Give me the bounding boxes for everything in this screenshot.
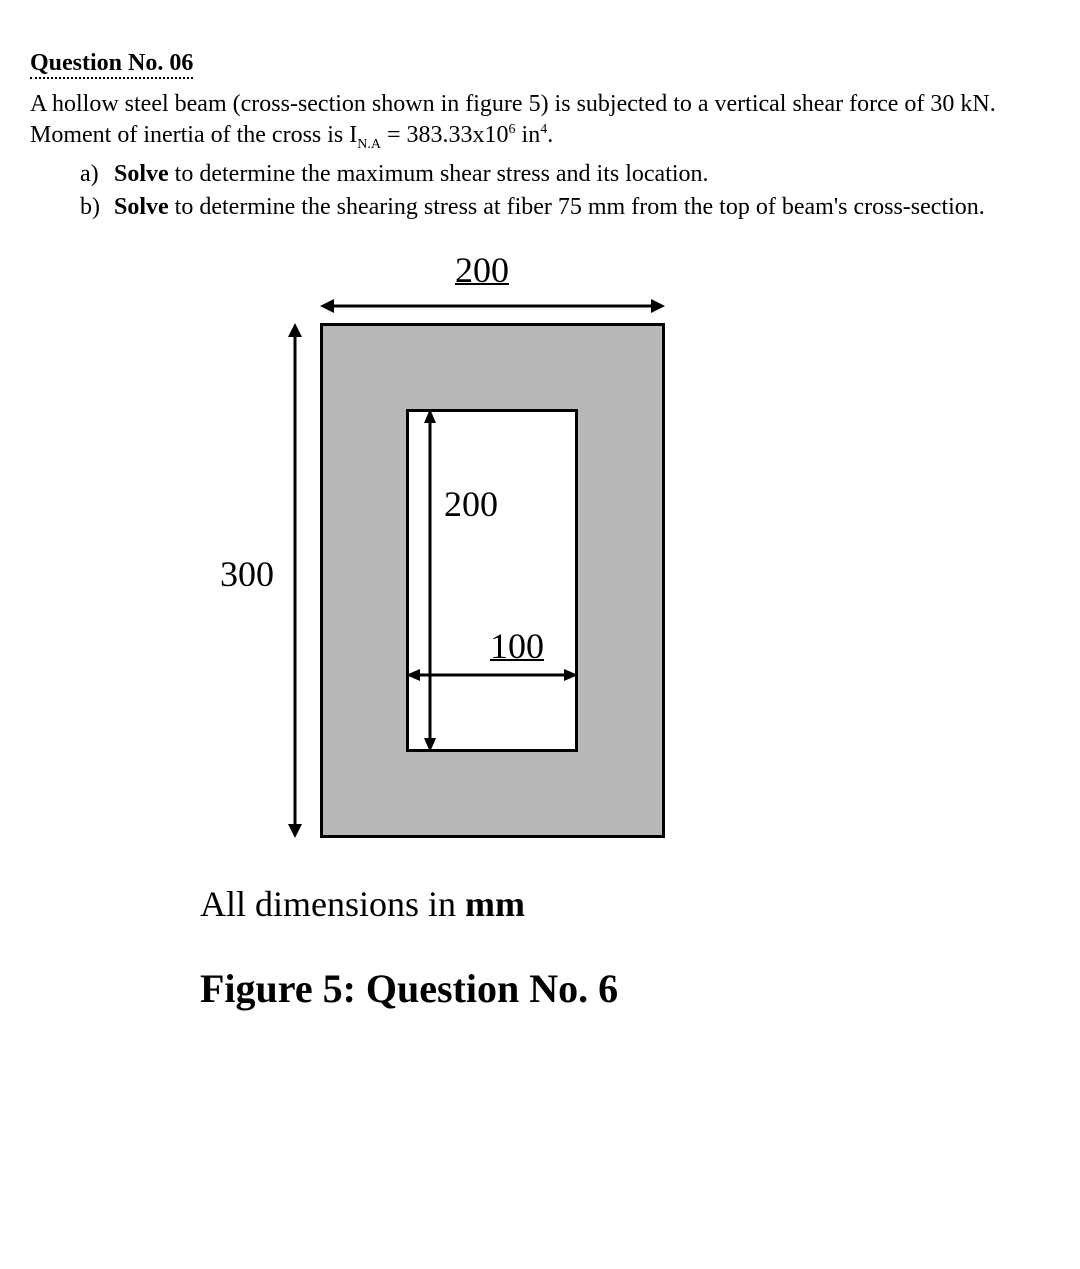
sub-questions: a) Solve to determine the maximum shear … xyxy=(80,158,1050,223)
problem-statement: A hollow steel beam (cross-section shown… xyxy=(30,89,1050,154)
inertia-subscript: N.A xyxy=(357,137,381,152)
item-b-bold: Solve xyxy=(114,194,169,220)
figure-5: 200 300 200 100 xyxy=(200,263,760,863)
exponent-6: 6 xyxy=(509,122,516,137)
caption1-a: All dimensions in xyxy=(200,884,465,924)
problem-text-3: in xyxy=(516,122,541,148)
item-a-marker: a) xyxy=(80,158,114,190)
dim-outer-height: 300 xyxy=(220,553,274,595)
dim-inner-height: 200 xyxy=(444,483,498,525)
item-b-text: Solve to determine the shearing stress a… xyxy=(114,191,985,223)
problem-period: . xyxy=(547,122,553,148)
item-a-text: Solve to determine the maximum shear str… xyxy=(114,158,709,190)
item-a-rest: to determine the maximum shear stress an… xyxy=(169,161,709,187)
item-a-bold: Solve xyxy=(114,161,169,187)
dimensions-caption: All dimensions in mm xyxy=(200,883,1050,925)
dim-outer-width: 200 xyxy=(455,249,509,291)
caption1-b: mm xyxy=(465,884,525,924)
question-heading: Question No. 06 xyxy=(30,50,193,79)
dim-arrow-left xyxy=(280,323,310,838)
item-b-marker: b) xyxy=(80,191,114,223)
item-b: b) Solve to determine the shearing stres… xyxy=(80,191,1050,223)
dim-arrow-inner-height xyxy=(418,409,442,752)
item-b-rest: to determine the shearing stress at fibe… xyxy=(169,194,985,220)
dim-inner-width: 100 xyxy=(490,625,544,667)
dim-arrow-top xyxy=(320,288,665,318)
dim-inner-width-value: 100 xyxy=(490,626,544,666)
figure-caption: Figure 5: Question No. 6 xyxy=(200,965,1050,1012)
problem-text-2: = 383.33x10 xyxy=(381,122,509,148)
item-a: a) Solve to determine the maximum shear … xyxy=(80,158,1050,190)
problem-text-1: A hollow steel beam (cross-section shown… xyxy=(30,91,996,148)
